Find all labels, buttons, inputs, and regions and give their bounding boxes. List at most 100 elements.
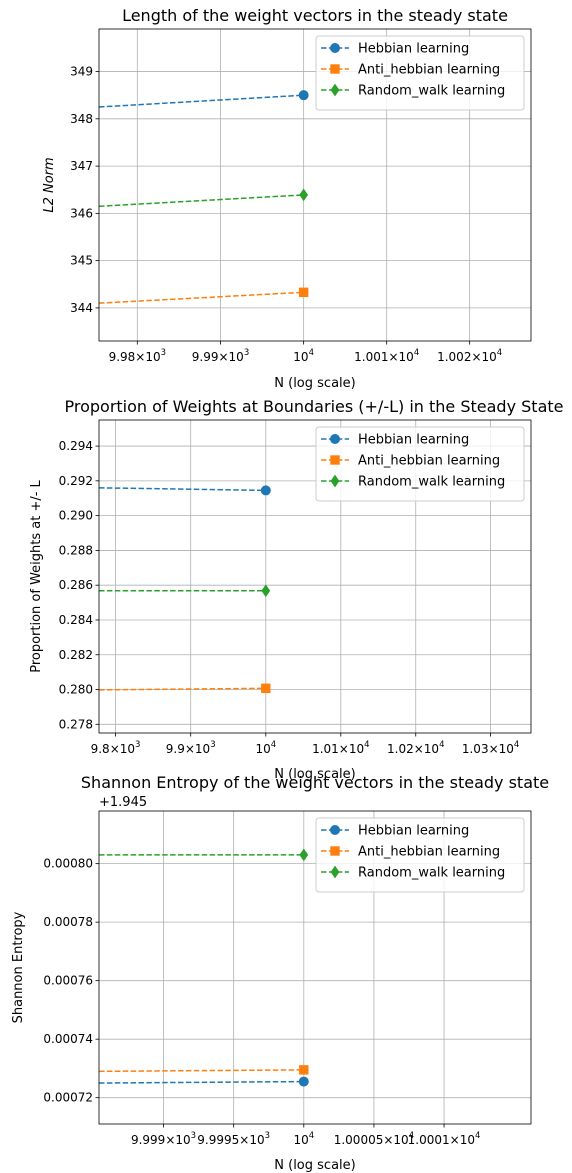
y-tick-label: 0.00072 [43,1091,93,1105]
x-tick-base: 10 [460,1133,475,1147]
legend-entry: Random_walk learning [321,84,505,99]
x-tick-exponent: 4 [271,740,276,750]
x-tick-exponent: 3 [244,348,249,358]
x-tick-label: 104 [293,1131,314,1147]
x-axis-label: N (log scale) [274,376,355,391]
x-tick-base: 10 [482,350,497,364]
series-line [98,291,304,304]
x-tick-label: 1.03×104 [462,740,519,756]
x-tick-label: 9.98×103 [109,348,166,364]
x-tick-exponent: 3 [191,1131,196,1141]
x-tick-times: × [471,350,481,364]
series-1 [98,1076,309,1087]
x-tick-base: 10 [293,1133,308,1147]
x-tick-exponent: 4 [414,348,419,358]
y-tick-label: 0.00080 [43,857,93,871]
data-point [298,90,309,101]
x-tick-base: 10 [120,742,135,756]
y-tick-label: 349 [70,65,93,79]
x-tick-times: × [185,742,195,756]
grid [99,811,531,1124]
legend: Hebbian learning Anti_hebbian learning Ran… [315,817,525,893]
x-tick-mantissa: 1.02 [387,742,414,756]
series-3 [99,584,271,598]
x-tick-exponent: 4 [364,740,369,750]
chart-3: 0.00072 0.00074 0.00076 0.00078 0.00080 9.999… [11,773,549,1173]
legend-marker [330,434,340,444]
y-tick-label: 346 [70,206,93,220]
x-tick-base: 10 [399,350,414,364]
x-tick-label: 9.99×103 [192,348,249,364]
x-tick-mantissa: 9.9 [166,742,185,756]
x-tick-label: 9.999×103 [131,1131,196,1147]
x-tick-exponent: 4 [409,1131,414,1141]
series-line [98,687,266,691]
x-tick-label: 9.9×103 [166,740,216,756]
x-tick-label: 1.0001×104 [408,1131,481,1147]
x-tick-base: 10 [424,742,439,756]
x-tick-base: 10 [293,350,308,364]
x-tick-mantissa: 1.00005 [334,1133,384,1147]
y-axis-label: Shannon Entropy [11,911,26,1023]
legend: Hebbian learning Anti_hebbian learning Ran… [315,426,525,502]
legend-box [315,35,525,111]
x-tick-mantissa: 9.9995 [197,1133,239,1147]
y-axis-label: Proportion of Weights at +/- L [29,479,44,672]
y-offset-text: +1.945 [99,795,147,810]
series-1 [98,90,309,108]
series-2 [98,1065,309,1075]
x-tick-mantissa: 9.8 [91,742,110,756]
x-axis-label: N (log scale) [274,1158,355,1173]
series-2 [98,287,309,304]
legend-entry: Anti_hebbian learning [321,454,500,469]
x-tick-base: 10 [255,742,270,756]
x-tick-label: 104 [293,348,314,364]
x-tick-mantissa: 9.99 [192,350,219,364]
legend-label: Hebbian learning [358,42,469,57]
x-tick-times: × [110,742,120,756]
x-tick-base: 10 [499,742,514,756]
series-line [98,194,304,208]
x-tick-base: 10 [145,350,160,364]
y-axis-label: L2 Norm [42,157,57,212]
x-tick-mantissa: 9.999 [131,1133,165,1147]
legend-label: Anti_hebbian learning [358,845,500,860]
data-point [260,485,271,496]
x-tick-times: × [135,350,145,364]
x-tick-label: 1.00005×104 [334,1131,414,1147]
x-tick-mantissa: 1.03 [462,742,489,756]
series-3 [98,188,309,208]
x-tick-mantissa: 9.98 [109,350,136,364]
y-tick-label: 345 [70,254,93,268]
x-tick-exponent: 4 [439,740,444,750]
x-tick-exponent: 4 [514,740,519,750]
x-tick-exponent: 3 [210,740,215,750]
chart-title: Shannon Entropy of the weight vectors in… [81,773,549,792]
legend-label: Anti_hebbian learning [358,63,500,78]
series-line [98,1069,304,1073]
legend-marker [330,43,340,53]
x-tick-label: 1.002×104 [437,348,502,364]
x-tick-exponent: 4 [309,348,314,358]
y-tick-label: 344 [70,301,93,315]
series-line [98,1080,304,1084]
legend-label: Anti_hebbian learning [358,454,500,469]
data-point [299,848,309,862]
legend-entry: Random_walk learning [321,475,505,490]
chart-2: 0.278 0.280 0.282 0.284 0.286 0.288 0.290 0.292… [29,397,563,782]
x-tick-times: × [450,1133,460,1147]
data-point [299,188,309,202]
y-tick-label: 0.290 [59,509,93,523]
x-tick-base: 10 [229,350,244,364]
y-tick-label: 0.282 [59,648,93,662]
y-tick-label: 0.294 [59,439,93,453]
legend-marker [330,64,340,74]
x-tick-base: 10 [393,1133,408,1147]
x-tick-exponent: 4 [475,1131,480,1141]
legend-entry: Anti_hebbian learning [321,845,500,860]
legend-entry: Hebbian learning [321,42,469,57]
data-point [299,1065,309,1075]
series-1 [98,485,271,496]
y-tick-label: 0.284 [59,613,93,627]
